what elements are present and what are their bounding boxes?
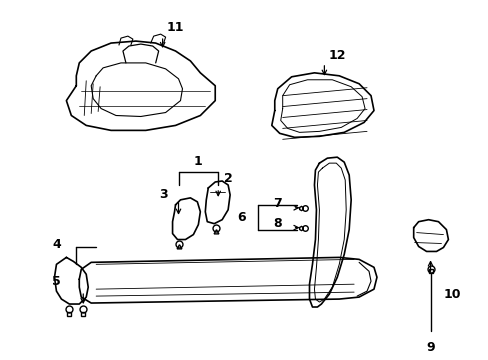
Text: 10: 10: [443, 288, 460, 301]
Text: 11: 11: [166, 21, 184, 34]
Text: 6: 6: [237, 211, 246, 224]
Text: 5: 5: [52, 275, 61, 288]
Text: 7: 7: [273, 197, 282, 210]
Text: 4: 4: [52, 238, 61, 251]
Text: 2: 2: [224, 171, 232, 185]
Text: 8: 8: [273, 217, 282, 230]
Text: 3: 3: [159, 188, 167, 201]
Text: 9: 9: [426, 341, 434, 354]
Text: 1: 1: [194, 155, 203, 168]
Text: 12: 12: [328, 49, 346, 62]
